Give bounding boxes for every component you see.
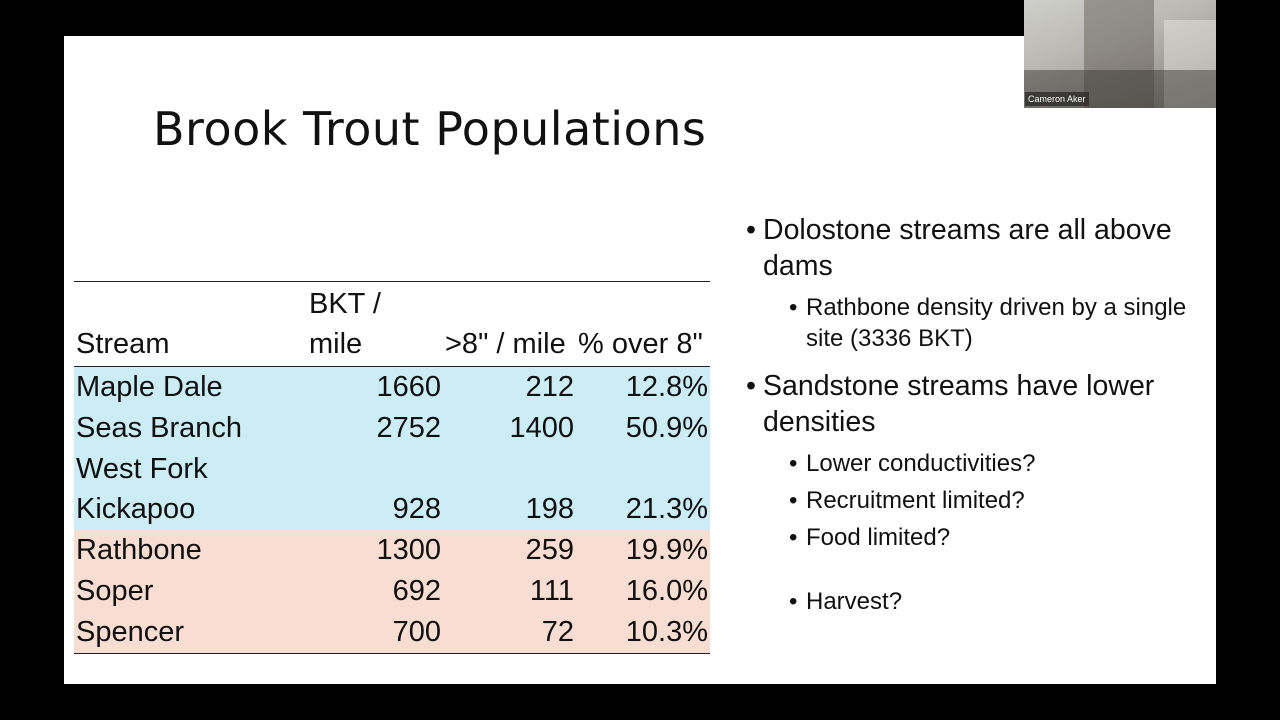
sub-bullet-item: • Lower conductivities? — [746, 448, 1206, 479]
sub-bullet-item: • Food limited? — [746, 522, 1206, 553]
cell-over8-per-mile: 212 — [525, 371, 574, 403]
sub-bullet-text: Lower conductivities? — [806, 450, 1036, 477]
cell-stream: Maple Dale — [76, 371, 223, 403]
presentation-slide: Brook Trout Populations Stream BKT / mil… — [64, 36, 1216, 684]
table-row: Maple Dale 1660 212 12.8% — [74, 366, 710, 408]
cell-bkt-per-mile: 1300 — [376, 534, 441, 567]
cell-over8-per-mile: 72 — [443, 611, 576, 654]
cell-bkt-per-mile: 1660 — [376, 371, 441, 403]
header-over8-per-mile: >8" / mile — [443, 281, 576, 367]
table-row: West Fork Kickapoo 928 198 21.3% — [74, 448, 710, 531]
participant-name-tag: Cameron Aker — [1025, 92, 1089, 106]
header-bkt-per-mile: BKT / mile — [307, 281, 443, 367]
slide-title: Brook Trout Populations — [153, 102, 707, 156]
sub-bullet-text: Rathbone density driven by a single site… — [806, 294, 1187, 352]
sub-bullet-item: • Harvest? — [746, 586, 1206, 617]
bullet-marker: • — [789, 294, 798, 321]
cell-stream: West Fork Kickapoo — [76, 452, 208, 526]
brook-trout-table: Stream BKT / mile >8" / mile % over 8" M… — [74, 281, 710, 654]
cell-over8-per-mile: 259 — [525, 534, 574, 567]
table-row: Rathbone 1300 259 19.9% — [74, 530, 710, 571]
bullet-marker: • — [789, 450, 798, 477]
cell-stream: Seas Branch — [76, 411, 243, 444]
cell-stream: Soper — [76, 574, 154, 607]
table-row: Seas Branch 2752 1400 50.9% — [74, 407, 710, 449]
table-body: Maple Dale 1660 212 12.8% Seas Branch 2752 140… — [74, 366, 710, 654]
sub-bullet-text: Recruitment limited? — [806, 487, 1025, 514]
cell-bkt-per-mile: 2752 — [376, 411, 441, 444]
table-header-row: Stream BKT / mile >8" / mile % over 8" — [74, 281, 710, 367]
bullet-item: • Sandstone streams have lower densities — [746, 368, 1206, 440]
bullet-marker: • — [746, 370, 756, 402]
cell-stream: Spencer — [74, 611, 307, 654]
cell-pct-over8: 21.3% — [625, 493, 708, 526]
sub-bullet-item: • Recruitment limited? — [746, 485, 1206, 516]
bullet-text: Sandstone streams have lower densities — [763, 370, 1155, 438]
participant-video-thumbnail[interactable]: Cameron Aker — [1024, 0, 1216, 108]
bullet-marker: • — [789, 588, 798, 615]
bullet-text: Dolostone streams are all above dams — [763, 214, 1172, 282]
cell-over8-per-mile: 1400 — [509, 411, 574, 444]
cell-pct-over8: 12.8% — [625, 371, 708, 403]
cell-pct-over8: 10.3% — [576, 611, 710, 654]
cell-over8-per-mile: 198 — [525, 493, 574, 526]
bullet-item: • Dolostone streams are all above dams — [746, 212, 1206, 284]
cell-bkt-per-mile: 692 — [392, 574, 441, 607]
header-stream: Stream — [74, 281, 307, 367]
cell-pct-over8: 16.0% — [625, 574, 708, 607]
cell-stream: Rathbone — [76, 534, 202, 567]
table-row: Spencer 700 72 10.3% — [74, 611, 710, 654]
cell-bkt-per-mile: 700 — [307, 611, 443, 654]
bullet-marker: • — [789, 487, 798, 514]
cell-bkt-per-mile: 928 — [392, 493, 441, 526]
sub-bullet-text: Harvest? — [806, 588, 903, 615]
cell-pct-over8: 50.9% — [625, 411, 708, 444]
header-pct-over8: % over 8" — [576, 281, 710, 367]
sub-bullet-text: Food limited? — [806, 524, 951, 551]
bullet-list: • Dolostone streams are all above dams • Ra… — [746, 212, 1206, 617]
sub-bullet-item: • Rathbone density driven by a single sit… — [746, 292, 1206, 354]
cell-over8-per-mile: 111 — [529, 574, 574, 607]
cell-pct-over8: 19.9% — [625, 534, 708, 567]
table-row: Soper 692 111 16.0% — [74, 570, 710, 612]
bullet-marker: • — [746, 214, 756, 246]
bullet-marker: • — [789, 524, 798, 551]
